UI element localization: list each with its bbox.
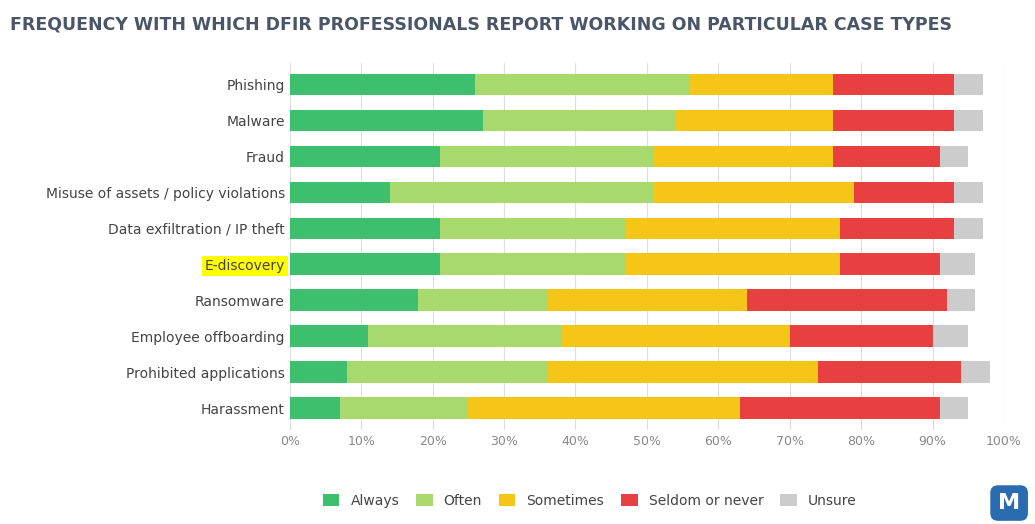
Bar	[440, 146, 654, 167]
Bar	[940, 146, 968, 167]
Bar	[468, 397, 740, 419]
Legend: Always, Often, Sometimes, Seldom or never, Unsure: Always, Often, Sometimes, Seldom or neve…	[317, 488, 862, 513]
Bar	[290, 254, 440, 275]
Bar	[290, 74, 475, 95]
Bar	[625, 254, 839, 275]
Bar	[933, 325, 968, 347]
Bar	[689, 74, 832, 95]
Bar	[940, 254, 975, 275]
Bar	[561, 325, 790, 347]
Bar	[954, 217, 982, 239]
Bar	[546, 289, 747, 311]
Bar	[368, 325, 561, 347]
Bar	[839, 217, 954, 239]
Bar	[740, 397, 940, 419]
Bar	[390, 181, 654, 203]
Bar	[347, 362, 546, 383]
Bar	[440, 254, 625, 275]
Bar	[290, 181, 390, 203]
Text: FREQUENCY WITH WHICH DFIR PROFESSIONALS REPORT WORKING ON PARTICULAR CASE TYPES: FREQUENCY WITH WHICH DFIR PROFESSIONALS …	[10, 16, 952, 34]
Bar	[482, 110, 676, 131]
Bar	[962, 362, 989, 383]
Bar	[954, 181, 982, 203]
Bar	[954, 110, 982, 131]
Text: M: M	[998, 493, 1021, 513]
Bar	[940, 397, 968, 419]
Bar	[625, 217, 839, 239]
Bar	[339, 397, 468, 419]
Bar	[654, 146, 832, 167]
Bar	[290, 397, 339, 419]
Bar	[290, 325, 368, 347]
Bar	[418, 289, 546, 311]
Bar	[475, 74, 689, 95]
Bar	[790, 325, 933, 347]
Bar	[954, 74, 982, 95]
Bar	[747, 289, 947, 311]
Bar	[290, 362, 347, 383]
Bar	[290, 289, 418, 311]
Bar	[832, 110, 954, 131]
Bar	[654, 181, 854, 203]
Bar	[854, 181, 954, 203]
Bar	[947, 289, 975, 311]
Bar	[290, 146, 440, 167]
Bar	[546, 362, 819, 383]
Bar	[819, 362, 962, 383]
Bar	[440, 217, 625, 239]
Bar	[676, 110, 832, 131]
Bar	[839, 254, 940, 275]
Bar	[832, 74, 954, 95]
Bar	[290, 110, 482, 131]
Bar	[832, 146, 940, 167]
Bar	[290, 217, 440, 239]
